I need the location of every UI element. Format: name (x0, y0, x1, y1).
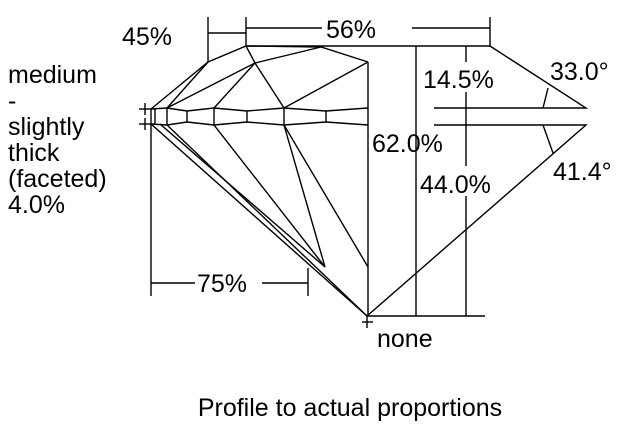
diamond-outline (150, 45, 589, 317)
girdle-label-line: 4.0% (8, 191, 65, 219)
girdle-bottom (150, 121, 369, 126)
diagram-caption: Profile to actual proportions (198, 394, 502, 422)
pavilion-profile-right (366, 124, 588, 317)
crown-height-label: 14.5% (423, 66, 494, 94)
total-depth-label: 62.0% (372, 130, 443, 158)
culet-label: none (377, 325, 433, 353)
crown-angle-label: 33.0° (550, 58, 609, 86)
pavilion-angle-label: 41.4° (553, 158, 612, 186)
table-edge (245, 45, 369, 63)
crown-profile-right (434, 45, 589, 109)
girdle-top (150, 107, 369, 112)
pavilion-depth-label: 44.0% (420, 171, 491, 199)
girdle-label-line: slightly (8, 113, 85, 141)
crown-angle-pct-label: 45% (122, 23, 172, 51)
crown-outline-left (150, 45, 490, 110)
girdle-label-line: (faceted) (8, 165, 107, 193)
dimension-lines (139, 17, 554, 328)
girdle-label-line: thick (8, 139, 60, 167)
girdle-label-line: medium (8, 61, 97, 89)
table-pct-label: 56% (326, 16, 376, 44)
lower-half-label: 75% (197, 270, 247, 298)
girdle-label-line: - (8, 87, 16, 115)
